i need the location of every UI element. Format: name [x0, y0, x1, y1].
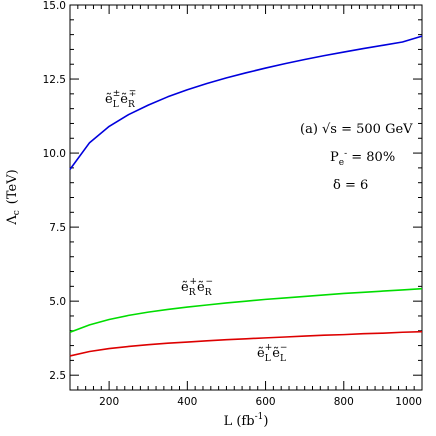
annotation-polarization: Pe- = 80% [330, 149, 395, 168]
x-tick-label: 600 [256, 396, 276, 408]
series-line-0 [69, 35, 423, 170]
y-tick-label: 15.0 [43, 0, 66, 12]
series-label-eLeL: ẽL+ẽL− [257, 343, 287, 364]
tick-group [69, 4, 423, 391]
series-label-eReR: ẽR+ẽR− [181, 277, 213, 298]
tick-label-group: 200 400 600 800 1000 2.5 5.0 7.5 10.0 12.5 15.0 [43, 0, 422, 408]
x-tick-label: 400 [177, 396, 197, 408]
x-tick-label: 1000 [395, 396, 422, 408]
plot-frame [69, 4, 423, 391]
series-line-1 [69, 287, 423, 333]
y-tick-label: 7.5 [49, 222, 66, 234]
y-tick-label: 12.5 [43, 74, 66, 86]
series-line-2 [69, 330, 423, 357]
annotation-energy: (a) √s = 500 GeV [300, 122, 413, 137]
y-tick-label: 5.0 [49, 296, 66, 308]
y-tick-label: 10.0 [43, 148, 66, 160]
y-axis-label: Λc(TeV) [5, 169, 22, 225]
series-label-eLeR: ẽL±ẽR∓ [105, 89, 136, 110]
y-tick-label: 2.5 [49, 370, 66, 382]
x-tick-label: 800 [334, 396, 354, 408]
annotation-delta: δ = 6 [333, 178, 368, 193]
x-tick-label: 200 [99, 396, 119, 408]
x-axis-label: L (fb-1) [224, 412, 269, 429]
series-line-group [69, 35, 423, 357]
